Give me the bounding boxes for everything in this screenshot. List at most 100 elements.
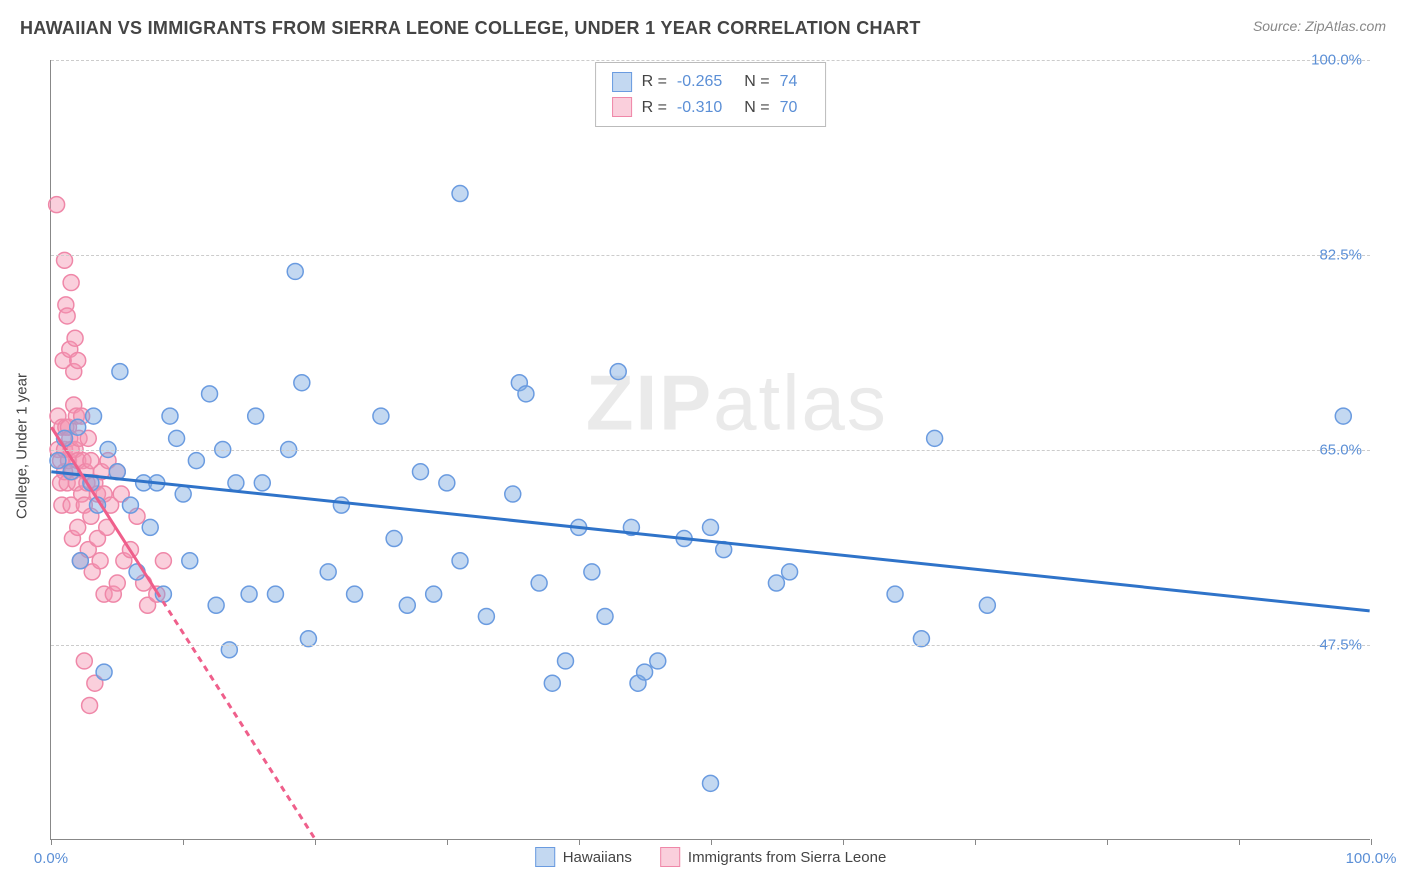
series1-point: [241, 586, 257, 602]
series2-point: [82, 697, 98, 713]
xtick-mark: [51, 839, 52, 845]
series1-point: [122, 497, 138, 513]
series1-point: [72, 553, 88, 569]
series2-point: [109, 575, 125, 591]
swatch-series2: [612, 97, 632, 117]
xtick-mark: [1107, 839, 1108, 845]
series1-point: [373, 408, 389, 424]
series1-point: [228, 475, 244, 491]
xtick-mark: [183, 839, 184, 845]
series1-point: [96, 664, 112, 680]
series1-point: [768, 575, 784, 591]
trend-line: [157, 592, 315, 839]
series1-point: [597, 608, 613, 624]
series1-point: [254, 475, 270, 491]
series1-point: [202, 386, 218, 402]
series1-point: [182, 553, 198, 569]
legend-item-2: Immigrants from Sierra Leone: [660, 847, 886, 867]
series1-point: [86, 408, 102, 424]
series1-point: [386, 531, 402, 547]
xtick-mark: [711, 839, 712, 845]
xtick-mark: [315, 839, 316, 845]
swatch-series1: [612, 72, 632, 92]
series1-point: [927, 430, 943, 446]
xtick-mark: [843, 839, 844, 845]
stats-row-1: R = -0.265 N = 74: [612, 69, 810, 95]
ytick-label: 47.5%: [1319, 637, 1362, 654]
xtick-mark: [975, 839, 976, 845]
series2-point: [155, 553, 171, 569]
series1-point: [188, 453, 204, 469]
plot-area: ZIPatlas R = -0.265 N = 74 R = -0.310 N …: [50, 60, 1370, 840]
series1-point: [557, 653, 573, 669]
series1-point: [169, 430, 185, 446]
xtick-mark: [579, 839, 580, 845]
gridline: [51, 60, 1370, 61]
series1-point: [979, 597, 995, 613]
series1-point: [544, 675, 560, 691]
series1-point: [208, 597, 224, 613]
series1-point: [610, 364, 626, 380]
xtick-label: 100.0%: [1346, 850, 1397, 867]
swatch-series2-legend: [660, 847, 680, 867]
series1-point: [703, 775, 719, 791]
series1-point: [426, 586, 442, 602]
series1-point: [703, 519, 719, 535]
series2-point: [92, 553, 108, 569]
series1-point: [452, 553, 468, 569]
xtick-mark: [1371, 839, 1372, 845]
series1-point: [142, 519, 158, 535]
series1-point: [333, 497, 349, 513]
ytick-label: 100.0%: [1311, 52, 1362, 69]
y-axis-label: College, Under 1 year: [14, 373, 31, 519]
series2-point: [76, 653, 92, 669]
series1-point: [1335, 408, 1351, 424]
gridline: [51, 645, 1370, 646]
series1-point: [320, 564, 336, 580]
ytick-label: 82.5%: [1319, 247, 1362, 264]
bottom-legend: Hawaiians Immigrants from Sierra Leone: [535, 847, 887, 867]
chart-title: HAWAIIAN VS IMMIGRANTS FROM SIERRA LEONE…: [20, 18, 921, 39]
series1-point: [782, 564, 798, 580]
series1-point: [439, 475, 455, 491]
series1-point: [175, 486, 191, 502]
stats-row-2: R = -0.310 N = 70: [612, 95, 810, 121]
series1-point: [584, 564, 600, 580]
series1-point: [162, 408, 178, 424]
series1-point: [452, 186, 468, 202]
legend-label-2: Immigrants from Sierra Leone: [688, 849, 886, 866]
series2-point: [67, 330, 83, 346]
series1-point: [287, 263, 303, 279]
series1-point: [347, 586, 363, 602]
xtick-label: 0.0%: [34, 850, 68, 867]
stats-box: R = -0.265 N = 74 R = -0.310 N = 70: [595, 62, 827, 127]
series1-point: [70, 419, 86, 435]
series1-point: [518, 386, 534, 402]
series1-point: [478, 608, 494, 624]
series1-point: [50, 453, 66, 469]
series1-point: [267, 586, 283, 602]
legend-label-1: Hawaiians: [563, 849, 632, 866]
series2-point: [59, 308, 75, 324]
xtick-mark: [447, 839, 448, 845]
series2-point: [70, 352, 86, 368]
series1-point: [505, 486, 521, 502]
series1-point: [531, 575, 547, 591]
legend-item-1: Hawaiians: [535, 847, 632, 867]
series2-point: [70, 519, 86, 535]
source-attribution: Source: ZipAtlas.com: [1253, 18, 1386, 34]
series1-point: [248, 408, 264, 424]
series1-point: [294, 375, 310, 391]
series1-point: [112, 364, 128, 380]
series1-point: [399, 597, 415, 613]
series1-point: [650, 653, 666, 669]
series1-point: [887, 586, 903, 602]
swatch-series1-legend: [535, 847, 555, 867]
series1-point: [637, 664, 653, 680]
ytick-label: 65.0%: [1319, 442, 1362, 459]
gridline: [51, 450, 1370, 451]
series2-point: [49, 197, 65, 213]
gridline: [51, 255, 1370, 256]
series1-point: [412, 464, 428, 480]
series2-point: [63, 275, 79, 291]
